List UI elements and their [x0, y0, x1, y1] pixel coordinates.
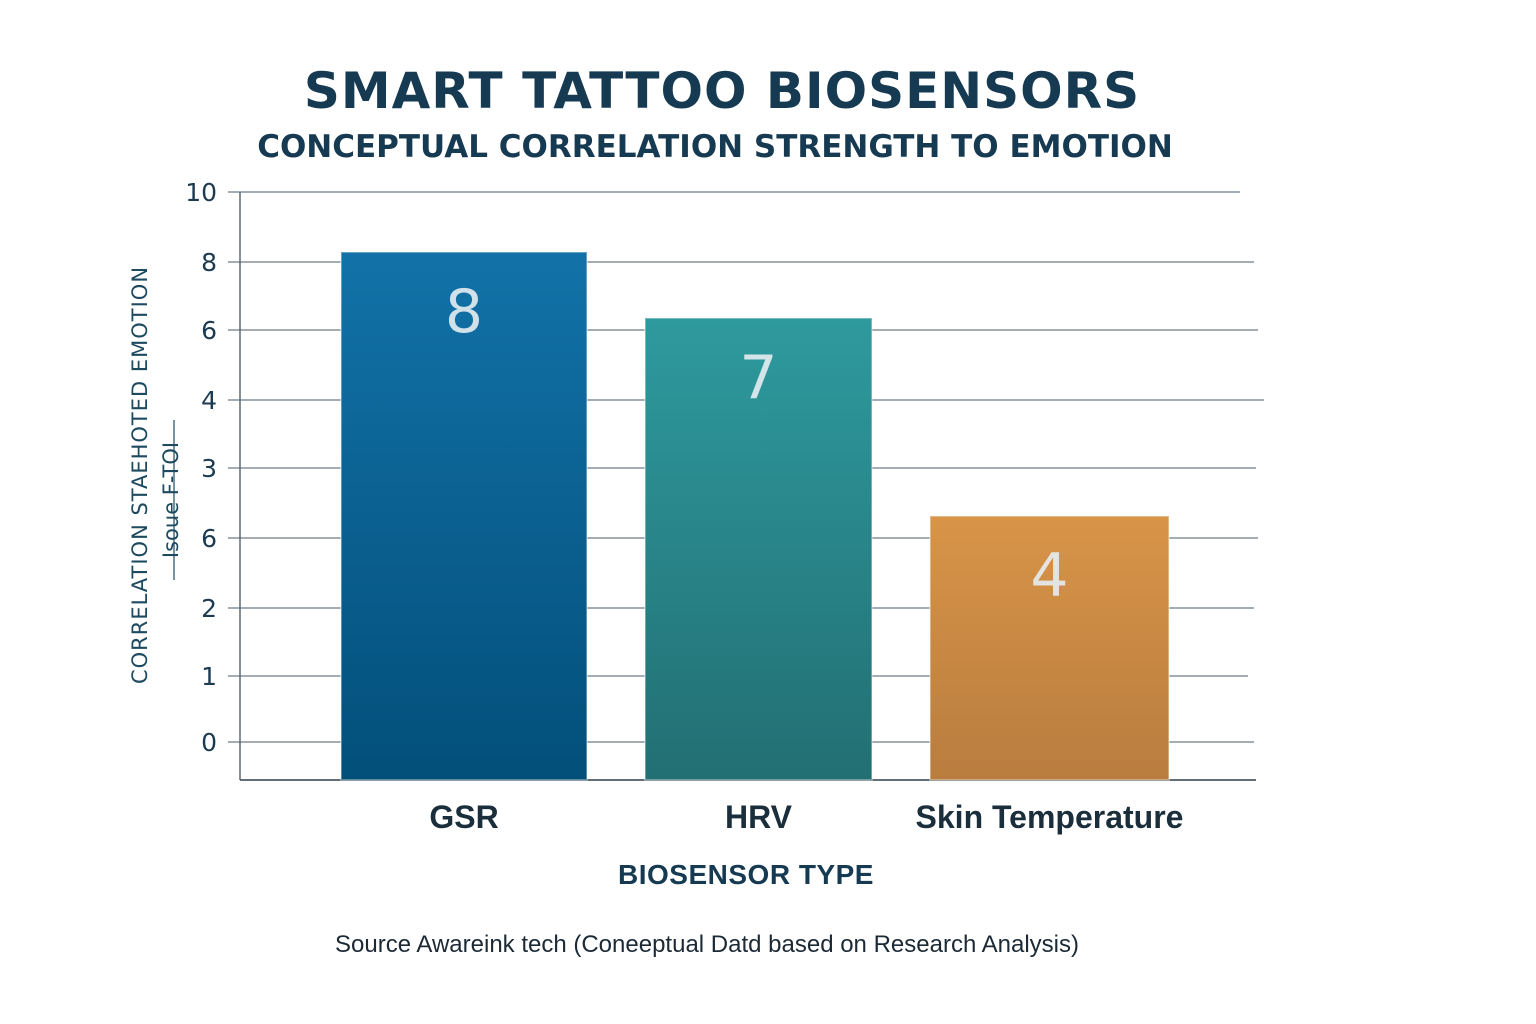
y-tick-label: 3 — [201, 454, 217, 483]
x-axis-label: BIOSENSOR TYPE — [618, 859, 874, 890]
chart-subtitle: CONCEPTUAL CORRELATION STRENGTH TO EMOTI… — [257, 129, 1173, 165]
category-label: HRV — [725, 799, 793, 835]
data-label: 4 — [1030, 541, 1068, 611]
y-tick-label: 8 — [201, 248, 217, 277]
category-label: GSR — [429, 799, 498, 835]
y-tick-label: 10 — [185, 178, 217, 207]
source-note: Source Awareink tech (Coneeptual Datd ba… — [335, 931, 1079, 958]
y-axis-sublabel: Isoue F-TOI — [159, 442, 183, 558]
bar-skin-temperature — [929, 515, 1170, 781]
category-label: Skin Temperature — [916, 799, 1184, 835]
y-tick-label: 6 — [201, 524, 217, 553]
bars — [340, 251, 1170, 781]
y-tick-label: 4 — [201, 386, 217, 415]
bar-gsr — [340, 251, 588, 781]
data-label: 7 — [739, 343, 777, 413]
y-axis-label: CORRELATION STAEHOTED EMOTION — [128, 266, 152, 684]
y-tick-label: 2 — [201, 594, 217, 623]
category-labels: GSR HRV Skin Temperature — [429, 799, 1183, 835]
bar-hrv — [644, 317, 873, 781]
data-labels: 8 7 4 — [445, 277, 1069, 611]
data-label: 8 — [445, 277, 483, 347]
y-tick-label: 1 — [201, 662, 217, 691]
y-tick-label: 0 — [201, 728, 217, 757]
y-tick-label: 6 — [201, 316, 217, 345]
chart-title: SMART TATTOO BIOSENSORS — [304, 62, 1140, 120]
